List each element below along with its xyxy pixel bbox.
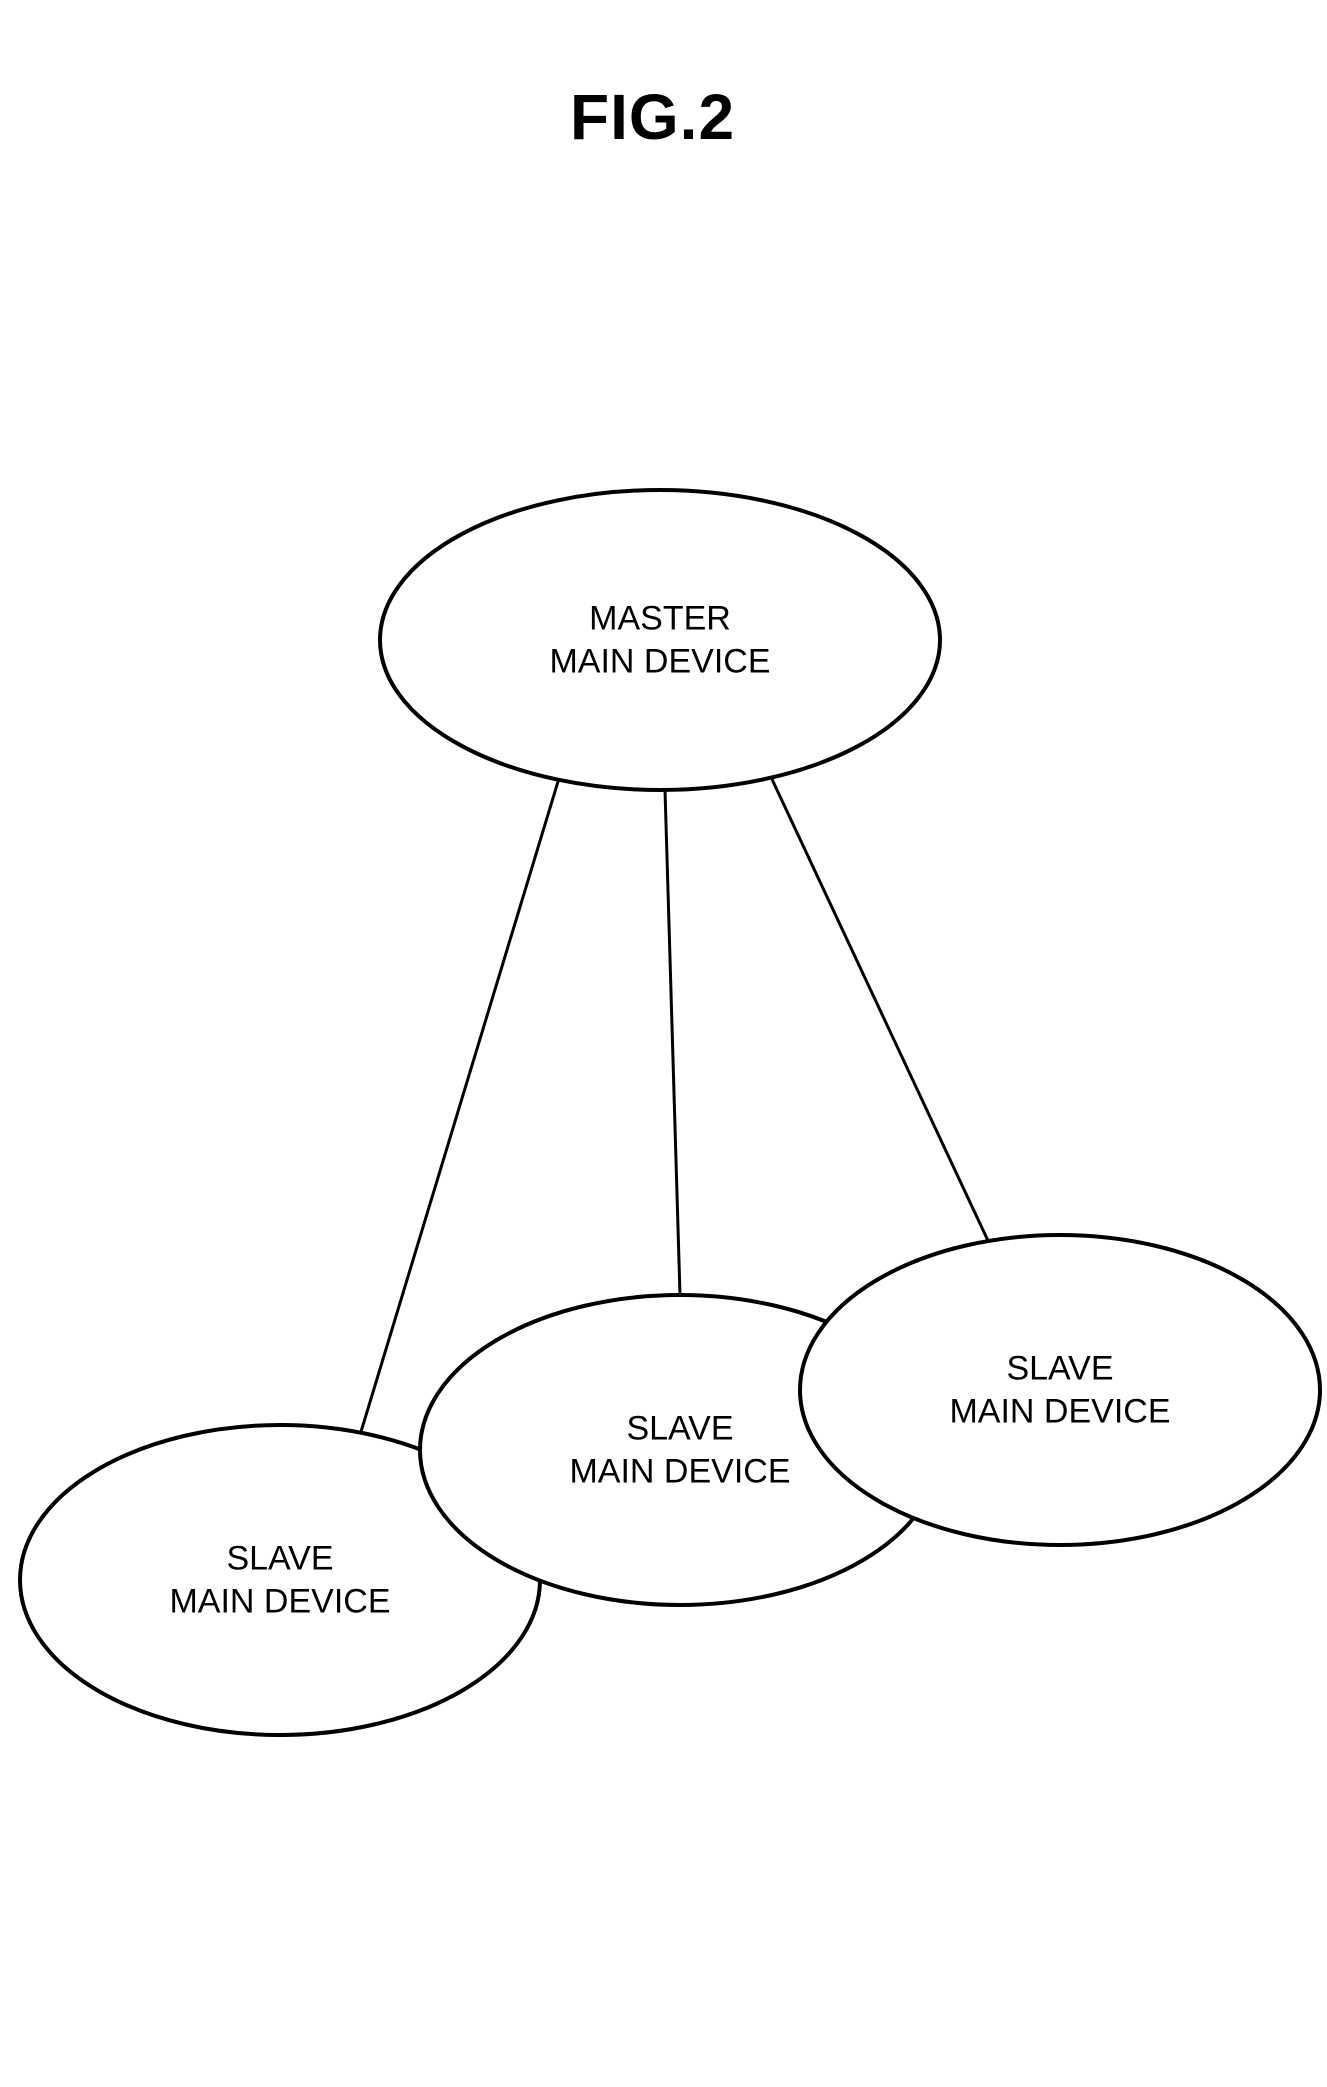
slave3-line1: SLAVE [1006, 1350, 1113, 1388]
slave1-line2: MAIN DEVICE [169, 1582, 390, 1620]
diagram-canvas: FIG.2 MASTER MAIN DEVICE SLAVE MAIN DEVI… [0, 0, 1327, 2087]
slave2-line1: SLAVE [626, 1410, 733, 1448]
master-line1: MASTER [589, 600, 731, 638]
slave1-node-label: SLAVE MAIN DEVICE [169, 1538, 390, 1623]
slave1-line1: SLAVE [226, 1540, 333, 1578]
master-node-label: MASTER MAIN DEVICE [549, 598, 770, 683]
edge-master-slave2 [665, 790, 680, 1295]
edge-master-slave3 [770, 775, 990, 1245]
slave2-line2: MAIN DEVICE [569, 1452, 790, 1490]
master-line2: MAIN DEVICE [549, 642, 770, 680]
slave3-node-label: SLAVE MAIN DEVICE [949, 1348, 1170, 1433]
svg-layer [0, 0, 1327, 2087]
slave3-line2: MAIN DEVICE [949, 1392, 1170, 1430]
slave2-node-label: SLAVE MAIN DEVICE [569, 1408, 790, 1493]
